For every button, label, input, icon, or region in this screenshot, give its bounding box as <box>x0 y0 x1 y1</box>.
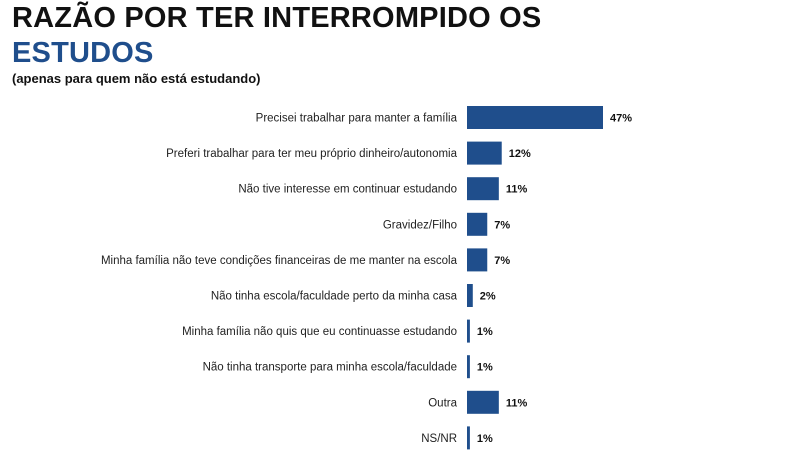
page-title-highlight: ESTUDOS <box>12 37 154 69</box>
bar <box>467 284 473 307</box>
category-label: Precisei trabalhar para manter a família <box>256 113 458 125</box>
page-title: RAZÃO POR TER INTERROMPIDO OS <box>12 2 542 34</box>
value-label: 1% <box>477 362 493 374</box>
bar <box>467 248 488 272</box>
value-label: 7% <box>494 219 510 231</box>
value-label: 11% <box>506 397 528 409</box>
category-label: Minha família não quis que eu continuass… <box>182 326 457 338</box>
value-label: 7% <box>494 255 510 267</box>
bar <box>467 141 502 165</box>
category-label: Minha família não teve condições finance… <box>101 255 458 267</box>
page-subtitle: (apenas para quem não está estudando) <box>12 71 261 86</box>
bar <box>467 355 470 379</box>
bar <box>467 319 470 343</box>
value-label: 2% <box>480 291 496 303</box>
category-label: Preferi trabalhar para ter meu próprio d… <box>166 148 457 160</box>
category-label: Não tinha transporte para minha escola/f… <box>203 362 457 374</box>
category-label: Outra <box>428 397 457 409</box>
category-label: Não tive interesse em continuar estudand… <box>238 184 457 196</box>
category-label: NS/NR <box>421 433 457 445</box>
category-label: Gravidez/Filho <box>383 219 457 231</box>
value-label: 1% <box>477 433 493 445</box>
bar <box>467 390 499 414</box>
bar <box>467 177 499 201</box>
bar <box>467 426 470 450</box>
value-label: 1% <box>477 326 493 338</box>
bar <box>467 106 603 129</box>
category-label: Não tinha escola/faculdade perto da minh… <box>211 291 458 303</box>
value-label: 12% <box>509 148 531 160</box>
value-label: 47% <box>610 113 632 125</box>
value-label: 11% <box>506 184 528 196</box>
bar <box>467 212 488 236</box>
